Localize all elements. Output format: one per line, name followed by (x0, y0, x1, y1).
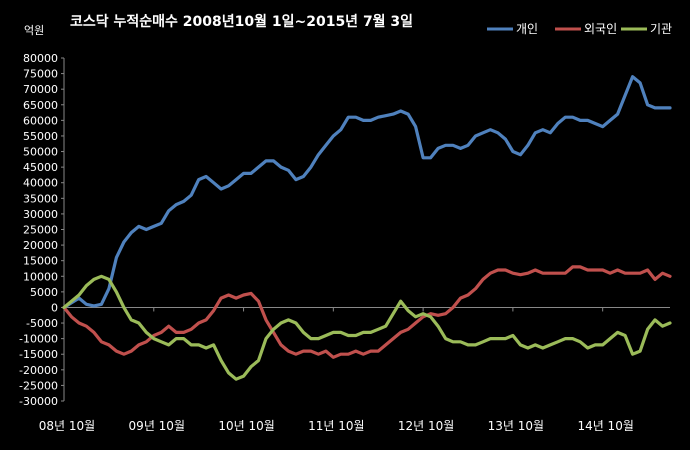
y-tick-label: 40000 (23, 177, 58, 190)
y-tick-label: 5000 (30, 286, 58, 299)
y-tick-label: -30000 (19, 395, 58, 408)
series-line-외국인 (62, 265, 672, 359)
y-tick-label: 55000 (23, 130, 58, 143)
y-tick-label: 35000 (23, 192, 58, 205)
y-tick-label: 60000 (23, 114, 58, 127)
axes (61, 57, 670, 402)
legend-label-개인: 개인 (516, 22, 538, 36)
series-lines (62, 75, 672, 381)
legend-label-기관: 기관 (650, 22, 672, 36)
x-tick-label: 12년 10월 (398, 419, 454, 433)
x-tick-labels: 08년 10월 09년 10월 10년 10월 11년 10월 12년 10월 13년 1… (39, 419, 634, 433)
x-tick-label: 08년 10월 (39, 419, 95, 433)
chart-title: 코스닥 누적순매수 2008년10월 1일~2015년 7월 3일 (70, 13, 413, 30)
legend-label-외국인: 외국인 (584, 22, 617, 36)
y-tick-label: -20000 (19, 364, 58, 377)
x-tick-label: 09년 10월 (129, 419, 185, 433)
x-tick-label: 10년 10월 (218, 419, 274, 433)
y-tick-label: 50000 (23, 146, 58, 159)
y-tick-label: 45000 (23, 161, 58, 174)
y-tick-label: 80000 (23, 52, 58, 65)
y-tick-label: 70000 (23, 83, 58, 96)
y-tick-label: 30000 (23, 208, 58, 221)
y-tick-label: -15000 (19, 348, 58, 361)
series-line-개인 (62, 75, 672, 310)
y-tick-label: 15000 (23, 255, 58, 268)
series-line-기관 (62, 274, 672, 381)
y-tick-label: 10000 (23, 270, 58, 283)
y-tick-label: 25000 (23, 224, 58, 237)
y-tick-label: -25000 (19, 379, 58, 392)
legend: 개인 외국인 기관 (487, 22, 672, 36)
y-tick-label: 20000 (23, 239, 58, 252)
y-tick-labels: 8000075000700006500060000550005000045000… (19, 52, 58, 408)
y-tick-label: 0 (51, 301, 58, 314)
x-tick-label: 11년 10월 (308, 419, 364, 433)
y-tick-label: 75000 (23, 68, 58, 81)
y-tick-label: -5000 (26, 317, 58, 330)
y-tick-label: 65000 (23, 99, 58, 112)
x-tick-label: 14년 10월 (577, 419, 633, 433)
y-tick-label: -10000 (19, 333, 58, 346)
y-axis-unit-label: 억원 (24, 24, 44, 37)
x-tick-label: 13년 10월 (488, 419, 544, 433)
